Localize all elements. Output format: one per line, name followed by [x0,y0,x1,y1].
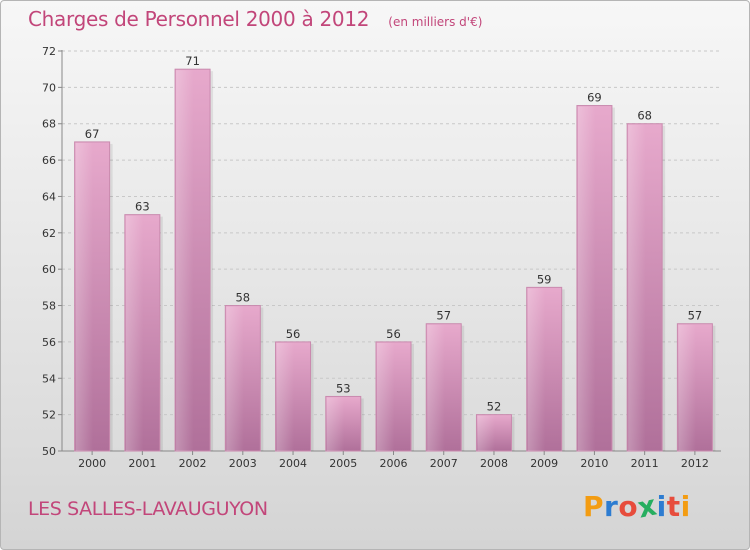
y-tick-label: 72 [42,45,56,58]
bar-highlight [678,324,696,451]
y-tick-label: 60 [42,263,56,276]
y-tick-label: 58 [42,300,56,313]
data-label-2007: 57 [436,309,451,323]
logo-letter: o [618,490,639,523]
bar-highlight [226,306,244,451]
x-tick-label-2010: 2010 [580,457,608,470]
bars [74,68,716,452]
y-tick-label: 66 [42,154,56,167]
y-tick-label: 64 [42,190,56,203]
y-tick-label: 62 [42,227,56,240]
chart-subtitle: (en milliers d'€) [388,15,483,29]
town-name: LES SALLES-LAVAUGUYON [28,498,268,520]
bar-highlight [477,415,495,451]
bar-highlight [176,70,194,451]
data-label-2000: 67 [85,127,100,141]
data-label-2003: 58 [235,291,250,305]
x-tick-label-2000: 2000 [78,457,106,470]
bar-highlight [276,342,295,451]
bar-highlight [377,342,395,451]
x-tick-label-2005: 2005 [329,457,357,470]
y-tick-label: 56 [42,336,56,349]
data-label-2009: 59 [537,272,552,286]
x-tick-label-2004: 2004 [279,457,307,470]
y-tick-label: 52 [42,409,56,422]
x-tick-label-2011: 2011 [631,457,659,470]
y-tick-label: 50 [42,445,56,458]
data-label-2012: 57 [688,309,703,323]
x-tick-label-2012: 2012 [681,457,709,470]
data-label-2005: 53 [336,381,351,395]
x-tick-label-2009: 2009 [530,457,558,470]
x-tick-label-2002: 2002 [179,457,207,470]
y-tick-labels: 50 52 54 56 58 60 62 64 66 68 70 72 [42,45,62,458]
bar-highlight [628,124,646,452]
bar-highlight [125,215,144,451]
data-label-2008: 52 [487,400,502,414]
x-tick-label-2007: 2007 [430,457,458,470]
logo-letter: t [666,490,681,523]
x-tick-label-2003: 2003 [229,457,257,470]
data-label-2011: 68 [637,109,652,123]
data-label-2004: 56 [286,327,301,341]
bar-highlight [326,397,345,451]
logo-letter: i [680,490,691,523]
x-tick-label-2001: 2001 [128,457,156,470]
y-tick-label: 68 [42,118,56,131]
logo-letter: r [604,490,619,523]
bar-highlight [527,288,546,451]
y-tick-label: 70 [42,81,56,94]
bar-highlight [427,324,445,451]
logo-letter: i [656,490,667,523]
data-label-2001: 63 [135,200,150,214]
data-labels: 67 63 71 58 56 53 56 57 52 59 69 68 57 [85,54,702,413]
logo-letter: P [583,490,605,523]
proxiti-logo: Proxiti [583,488,691,524]
data-label-2002: 71 [185,54,200,68]
title-row: Charges de Personnel 2000 à 2012 (en mil… [28,7,482,31]
x-tick-label-2006: 2006 [380,457,408,470]
data-label-2010: 69 [587,91,602,105]
data-label-2006: 56 [386,327,401,341]
chart-title: Charges de Personnel 2000 à 2012 [28,7,370,31]
x-tick-labels: 2000 2001 2002 2003 2004 2005 2006 2007 2008 2009… [78,451,709,470]
x-tick-label-2008: 2008 [480,457,508,470]
y-tick-label: 54 [42,372,56,385]
bar-highlight [577,106,596,451]
bar-highlight [75,142,94,451]
